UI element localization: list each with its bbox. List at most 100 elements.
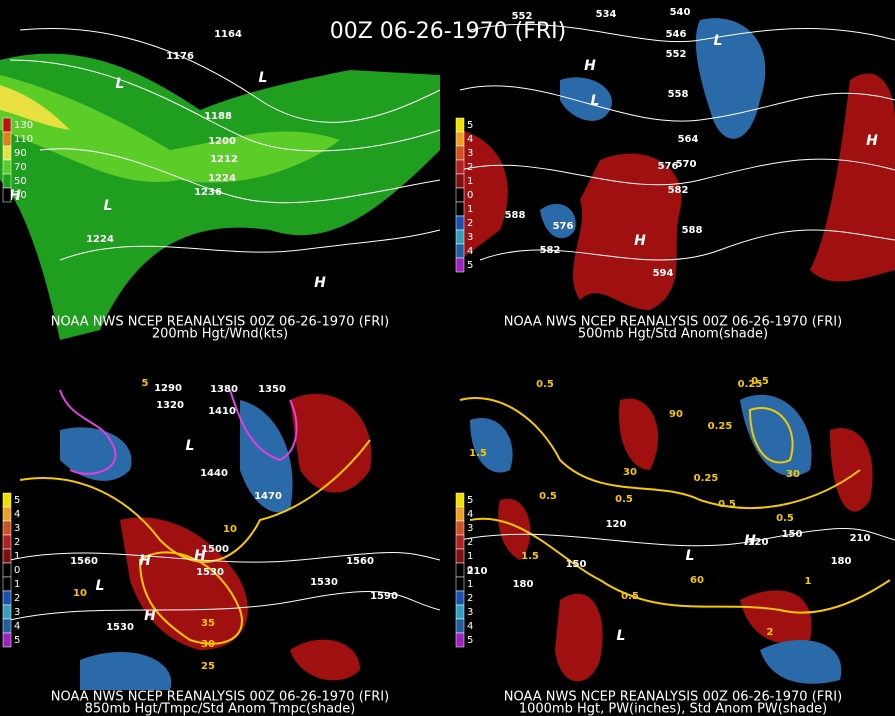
scale-swatch xyxy=(455,215,465,231)
contour-label: 1164 xyxy=(214,29,242,40)
contour-label: 1212 xyxy=(210,154,238,165)
contour xyxy=(19,27,441,123)
anomaly-negative xyxy=(80,651,172,690)
contour xyxy=(9,590,441,621)
scale-label: 1 xyxy=(14,551,20,562)
contour xyxy=(479,229,895,261)
scale-swatch xyxy=(2,159,12,175)
scale-swatch xyxy=(455,590,465,606)
panel-subtitle: 1000mb Hgt, PW(inches), Std Anom PW(shad… xyxy=(519,702,827,716)
contour-label: 1560 xyxy=(346,556,374,567)
contour xyxy=(9,59,441,152)
contour-label: 570 xyxy=(676,159,697,170)
contour-label: 1176 xyxy=(166,51,194,62)
scale-swatch xyxy=(2,187,12,203)
contour-label: 0.25 xyxy=(694,473,719,484)
scale-swatch xyxy=(455,145,465,161)
contour-label: 30 xyxy=(786,469,800,480)
scale-swatch xyxy=(455,131,465,147)
pressure-center: L xyxy=(714,33,723,49)
scale-swatch xyxy=(455,632,465,648)
scale-swatch xyxy=(2,173,12,189)
contour-label: 546 xyxy=(666,29,687,40)
scale-label: 3 xyxy=(467,148,473,159)
scale-label: 3 xyxy=(14,523,20,534)
contour xyxy=(39,148,441,204)
anomaly-negative xyxy=(695,18,766,139)
scale-label: 5 xyxy=(14,635,20,646)
contour-label: 1380 xyxy=(210,384,238,395)
pressure-center: L xyxy=(591,93,600,109)
scale-label: 1 xyxy=(14,579,20,590)
scale-swatch xyxy=(455,173,465,189)
scale-swatch xyxy=(2,632,12,648)
scale-label: 0 xyxy=(14,565,20,576)
scale-label: 1 xyxy=(467,176,473,187)
pressure-center: H xyxy=(194,548,206,564)
contour-label: 0.5 xyxy=(621,591,639,602)
contour-label: 1470 xyxy=(254,491,282,502)
contour-label: 1440 xyxy=(200,468,228,479)
contour-label: 2 xyxy=(767,627,774,638)
panel-caption: NOAA NWS NCEP REANALYSIS 00Z 06-26-1970 … xyxy=(51,315,389,330)
panel-caption: NOAA NWS NCEP REANALYSIS 00Z 06-26-1970 … xyxy=(504,315,842,330)
contour-label: 10 xyxy=(73,588,87,599)
contour-label: 1530 xyxy=(310,577,338,588)
contour-label: 1350 xyxy=(258,384,286,395)
scale-label: 110 xyxy=(14,134,33,145)
pressure-center: H xyxy=(144,608,156,624)
contour-label: 1590 xyxy=(370,591,398,602)
temp-contour xyxy=(59,389,117,475)
pw-contour xyxy=(459,397,861,510)
contour-label: 1530 xyxy=(106,622,134,633)
scale-swatch xyxy=(455,548,465,564)
contour-label: 0.5 xyxy=(615,494,633,505)
contour xyxy=(59,229,441,261)
contour-label: 0.5 xyxy=(539,491,557,502)
contour-label: 582 xyxy=(540,245,561,256)
anomaly-positive xyxy=(460,130,508,260)
panel-caption: NOAA NWS NCEP REANALYSIS 00Z 06-26-1970 … xyxy=(504,690,842,705)
scale-swatch xyxy=(455,117,465,133)
contour-label: 1 xyxy=(805,576,812,587)
contour-label: 150 xyxy=(566,559,587,570)
scale-swatch xyxy=(455,534,465,550)
scale-swatch xyxy=(455,257,465,273)
pressure-center: L xyxy=(617,628,626,644)
anomaly-positive xyxy=(572,153,682,310)
scale-swatch xyxy=(2,562,12,578)
contour xyxy=(469,23,895,43)
contour-label: 25 xyxy=(201,661,215,672)
contour-label: 90 xyxy=(669,409,683,420)
pressure-center: H xyxy=(314,275,326,291)
contour-label: 576 xyxy=(658,161,679,172)
contour-label: 1188 xyxy=(204,111,232,122)
scale-label: 70 xyxy=(14,162,27,173)
contour-label: 0.5 xyxy=(536,379,554,390)
contour-label: 0.25 xyxy=(738,379,763,390)
anomaly-positive xyxy=(619,398,659,470)
contour-label: 180 xyxy=(831,556,852,567)
scale-label: 0 xyxy=(467,565,473,576)
scale-swatch xyxy=(2,548,12,564)
contour-label: 5 xyxy=(142,378,149,389)
pressure-center: H xyxy=(139,553,151,569)
anomaly-negative xyxy=(540,203,576,239)
anomaly-positive xyxy=(810,73,895,282)
contour-label: 1290 xyxy=(154,383,182,394)
contour-label: 588 xyxy=(682,225,703,236)
contour xyxy=(459,528,895,547)
contour xyxy=(9,552,441,563)
contour-label: 552 xyxy=(666,49,687,60)
scale-swatch xyxy=(2,520,12,536)
panel-500mb xyxy=(459,18,895,310)
contour-label: 1.5 xyxy=(469,448,487,459)
scale-swatch xyxy=(2,131,12,147)
pw-contour xyxy=(469,517,891,614)
contour-label: 552 xyxy=(512,11,533,22)
pressure-center: L xyxy=(116,76,125,92)
pressure-center: L xyxy=(104,198,113,214)
temp-contour xyxy=(138,551,243,645)
anomaly-negative xyxy=(760,640,842,684)
scale-label: 4 xyxy=(467,134,473,145)
